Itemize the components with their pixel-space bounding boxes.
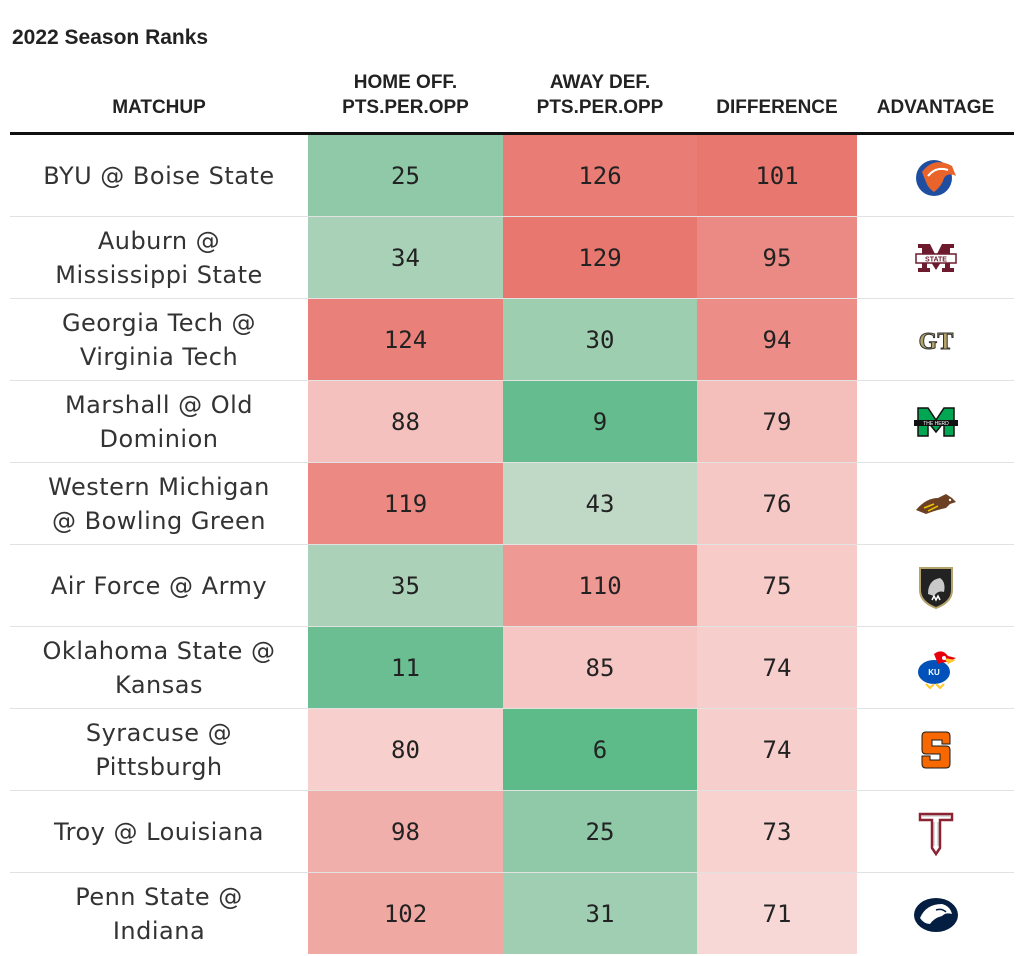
western-michigan-bronco-logo-icon [912, 489, 960, 517]
matchup-cell: BYU @ Boise State [10, 133, 308, 217]
header-home-off: HOME OFF. PTS.PER.OPP [342, 72, 469, 118]
matchup-line-2: Kansas [115, 670, 203, 699]
advantage-cell: GT [857, 298, 1014, 381]
marshall-herd-logo-icon: THE HERD [912, 406, 960, 437]
header-difference: DIFFERENCE [716, 97, 838, 118]
advantage-cell [857, 790, 1014, 873]
header-row: MATCHUP HOME OFF. PTS.PER.OPP AWAY DEF. PT… [10, 70, 1014, 134]
svg-text:STATE: STATE [925, 256, 947, 263]
matchup-line-1: Troy @ Louisiana [54, 817, 264, 846]
matchup-line-1: Auburn @ [97, 226, 221, 255]
matchup-line-1: BYU @ Boise State [43, 161, 275, 190]
matchup-cell: Penn State @ Indiana [10, 873, 308, 955]
matchup-line-1: Western Michigan [48, 472, 270, 501]
army-knight-shield-logo-icon [912, 566, 960, 609]
matchup-line-2: Indiana [112, 916, 206, 945]
away-def-cell: 25 [503, 790, 697, 873]
matchup-line-2: Virginia Tech [79, 342, 239, 371]
matchup-cell: Auburn @ Mississippi State [10, 216, 308, 299]
georgia-tech-gt-logo-icon: GT [912, 325, 960, 355]
advantage-cell [857, 544, 1014, 627]
troy-trojans-logo-icon [912, 812, 960, 856]
table-row: Air Force @ Army 35 110 75 [10, 544, 1014, 627]
difference-cell: 95 [697, 216, 857, 299]
mississippi-state-logo-icon: STATE [912, 243, 960, 272]
away-def-cell: 129 [503, 216, 697, 299]
table-row: Western Michigan @ Bowling Green 119 43 76 [10, 462, 1014, 545]
matchup-line-1: Syracuse @ [85, 718, 233, 747]
difference-cell: 79 [697, 380, 857, 463]
away-def-cell: 31 [503, 872, 697, 954]
svg-text:KU: KU [928, 668, 940, 677]
matchup-line-1: Marshall @ Old [64, 390, 254, 419]
away-def-cell: 9 [503, 380, 697, 463]
header-away-def: AWAY DEF. PTS.PER.OPP [536, 72, 664, 118]
table-row: BYU @ Boise State 25 126 101 [10, 133, 1014, 217]
matchup-line-2: Pittsburgh [95, 752, 223, 781]
difference-cell: 75 [697, 544, 857, 627]
matchup-line-1: Penn State @ [75, 882, 243, 911]
matchup-line-1: Oklahoma State @ [42, 636, 276, 665]
difference-cell: 101 [697, 133, 857, 217]
advantage-cell: THE HERD [857, 380, 1014, 463]
table-row: Penn State @ Indiana 102 31 71 [10, 872, 1014, 955]
table-row: Georgia Tech @ Virginia Tech 124 30 94 GT [10, 298, 1014, 381]
difference-cell: 94 [697, 298, 857, 381]
matchup-line-2: Mississippi State [55, 260, 263, 289]
away-def-cell: 6 [503, 708, 697, 791]
difference-cell: 76 [697, 462, 857, 545]
ranks-table: MATCHUP HOME OFF. PTS.PER.OPP AWAY DEF. PT… [10, 70, 1014, 954]
difference-cell: 71 [697, 872, 857, 954]
advantage-cell: STATE [857, 216, 1014, 299]
advantage-cell: KU [857, 626, 1014, 709]
matchup-cell: Georgia Tech @ Virginia Tech [10, 298, 308, 381]
away-def-cell: 110 [503, 544, 697, 627]
matchup-cell: Syracuse @ Pittsburgh [10, 708, 308, 791]
advantage-cell [857, 708, 1014, 791]
table-title: 2022 Season Ranks [12, 26, 209, 49]
kansas-jayhawk-logo-icon: KU [912, 650, 960, 689]
penn-state-nittany-lion-logo-icon [912, 897, 960, 932]
matchup-cell: Air Force @ Army [10, 544, 308, 627]
advantage-cell [857, 133, 1014, 217]
away-def-cell: 85 [503, 626, 697, 709]
home-off-cell: 34 [308, 216, 503, 299]
table-row: Auburn @ Mississippi State 34 129 95 STATE [10, 216, 1014, 299]
home-off-cell: 102 [308, 872, 503, 954]
home-off-cell: 35 [308, 544, 503, 627]
home-off-cell: 25 [308, 133, 503, 217]
difference-cell: 73 [697, 790, 857, 873]
away-def-cell: 30 [503, 298, 697, 381]
advantage-cell [857, 462, 1014, 545]
difference-cell: 74 [697, 626, 857, 709]
table-row: Syracuse @ Pittsburgh 80 6 74 [10, 708, 1014, 791]
header-matchup: MATCHUP [112, 97, 206, 118]
matchup-cell: Western Michigan @ Bowling Green [10, 462, 308, 545]
matchup-cell: Marshall @ Old Dominion [10, 380, 308, 463]
home-off-cell: 119 [308, 462, 503, 545]
matchup-cell: Troy @ Louisiana [10, 790, 308, 873]
table-row: Troy @ Louisiana 98 25 73 [10, 790, 1014, 873]
header-advantage: ADVANTAGE [876, 97, 995, 118]
matchup-line-1: Air Force @ Army [50, 571, 268, 600]
syracuse-s-logo-icon [912, 731, 960, 768]
home-off-cell: 124 [308, 298, 503, 381]
away-def-cell: 43 [503, 462, 697, 545]
home-off-cell: 80 [308, 708, 503, 791]
table-row: Marshall @ Old Dominion 88 9 79 THE HERD [10, 380, 1014, 463]
away-def-cell: 126 [503, 133, 697, 217]
home-off-cell: 88 [308, 380, 503, 463]
matchup-line-2: Dominion [99, 424, 219, 453]
advantage-cell [857, 872, 1014, 954]
boise-state-bronco-logo-icon [912, 159, 960, 196]
table-row: Oklahoma State @ Kansas 11 85 74 KU [10, 626, 1014, 709]
home-off-cell: 98 [308, 790, 503, 873]
difference-cell: 74 [697, 708, 857, 791]
svg-text:THE HERD: THE HERD [923, 421, 949, 427]
svg-text:GT: GT [918, 329, 953, 355]
matchup-line-1: Georgia Tech @ [61, 308, 257, 337]
home-off-cell: 11 [308, 626, 503, 709]
matchup-cell: Oklahoma State @ Kansas [10, 626, 308, 709]
matchup-line-2: @ Bowling Green [52, 506, 266, 535]
